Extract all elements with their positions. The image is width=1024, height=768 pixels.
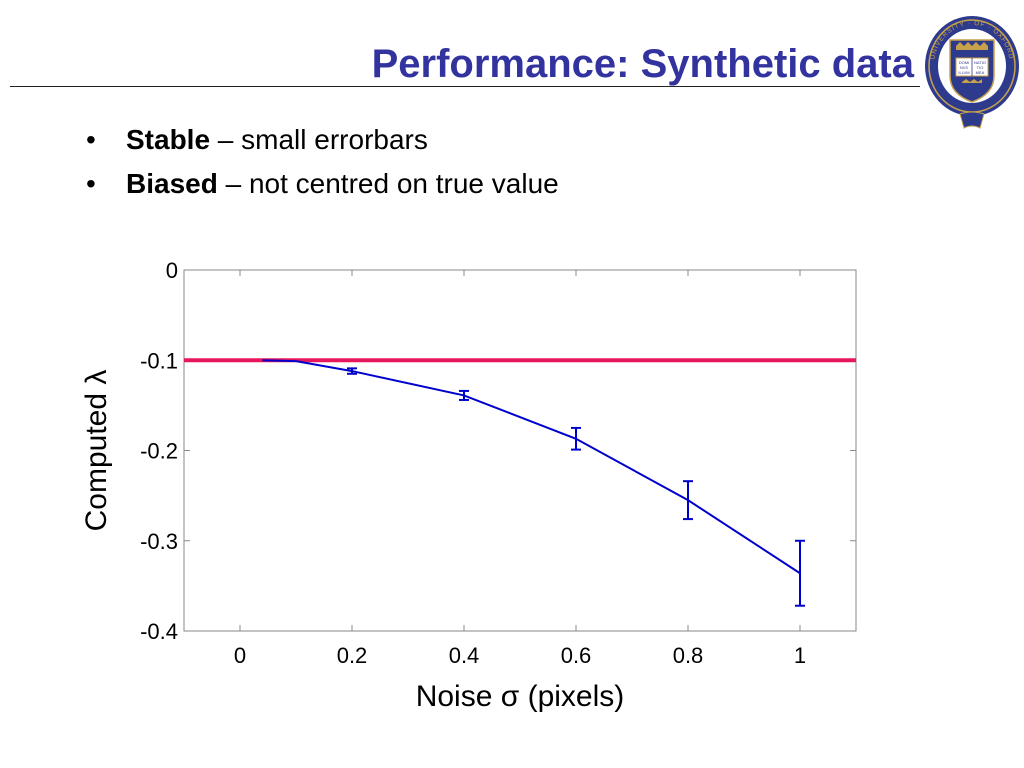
y-tick-label: 0: [166, 258, 178, 283]
bullet-item-stable: • Stable – small errorbars: [86, 118, 559, 162]
plot-frame: [183, 269, 857, 632]
bullet-text: – small errorbars: [210, 124, 428, 155]
crest-book-text-1: DOMI: [959, 60, 969, 65]
crest-book-text-2: NVS: [960, 65, 969, 70]
x-tick-label: 0.6: [561, 643, 592, 668]
x-tick-label: 0.4: [449, 643, 480, 668]
y-tick-label: -0.3: [140, 529, 178, 554]
series-group: [262, 359, 805, 607]
crest-book-text-6: MEA: [976, 70, 985, 75]
title-rule: [10, 86, 920, 87]
y-axis-title: Computed λ: [80, 370, 113, 532]
bullet-keyword: Stable: [126, 124, 211, 155]
bullet-list: • Stable – small errorbars • Biased – no…: [86, 118, 559, 206]
x-tick-label: 0.8: [673, 643, 704, 668]
y-tick-label: -0.2: [140, 439, 178, 464]
y-tick-label: -0.1: [140, 348, 178, 373]
slide-title: Performance: Synthetic data: [371, 42, 914, 86]
x-tick-label: 0: [234, 643, 246, 668]
crest-book-text-4: NATIO: [974, 60, 986, 65]
bullet-text: – not centred on true value: [217, 168, 559, 199]
bullet-symbol: •: [86, 168, 96, 199]
plot-area: [183, 269, 857, 632]
y-tick-labels: 0 -0.1 -0.2 -0.3 -0.4: [140, 258, 178, 644]
series-line: [262, 359, 801, 575]
crest-lower-crown: [962, 79, 982, 83]
university-crest-icon: DOMI NVS ILLVM NATIO TIO MEA UNIVERSITY …: [925, 16, 1019, 129]
crest-crowns: [956, 42, 988, 50]
crest-book-text-3: ILLVM: [958, 70, 969, 75]
bullet-symbol: •: [86, 124, 96, 155]
y-tick-label: -0.4: [140, 619, 178, 644]
x-tick-label: 0.2: [337, 643, 368, 668]
bullet-keyword: Biased: [126, 168, 218, 199]
x-tick-label: 1: [794, 643, 806, 668]
crest-tassel: [959, 111, 985, 129]
bullet-item-biased: • Biased – not centred on true value: [86, 162, 559, 206]
crest-book-text-5: TIO: [977, 65, 984, 70]
axis-ticks: [184, 269, 856, 632]
x-axis-title: Noise σ (pixels): [416, 680, 625, 713]
x-tick-labels: 0 0.2 0.4 0.6 0.8 1: [234, 643, 806, 668]
